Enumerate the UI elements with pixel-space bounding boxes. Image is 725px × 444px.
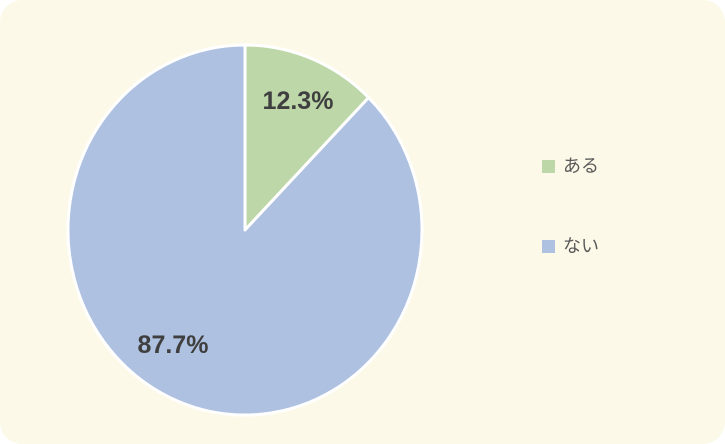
pie-slice-1 [66,43,424,417]
legend-label: ない [563,236,599,256]
legend-swatch-icon [542,239,555,253]
legend-item-aru: ある [542,153,599,179]
slice-value-label: 87.7% [138,331,209,359]
legend-item-nai: ない [542,233,599,259]
legend-swatch-icon [542,159,555,173]
slice-value-label: 12.3% [263,87,334,115]
legend: ある ない [542,153,599,259]
legend-label: ある [563,156,599,176]
pie-slice-0 [243,43,371,232]
